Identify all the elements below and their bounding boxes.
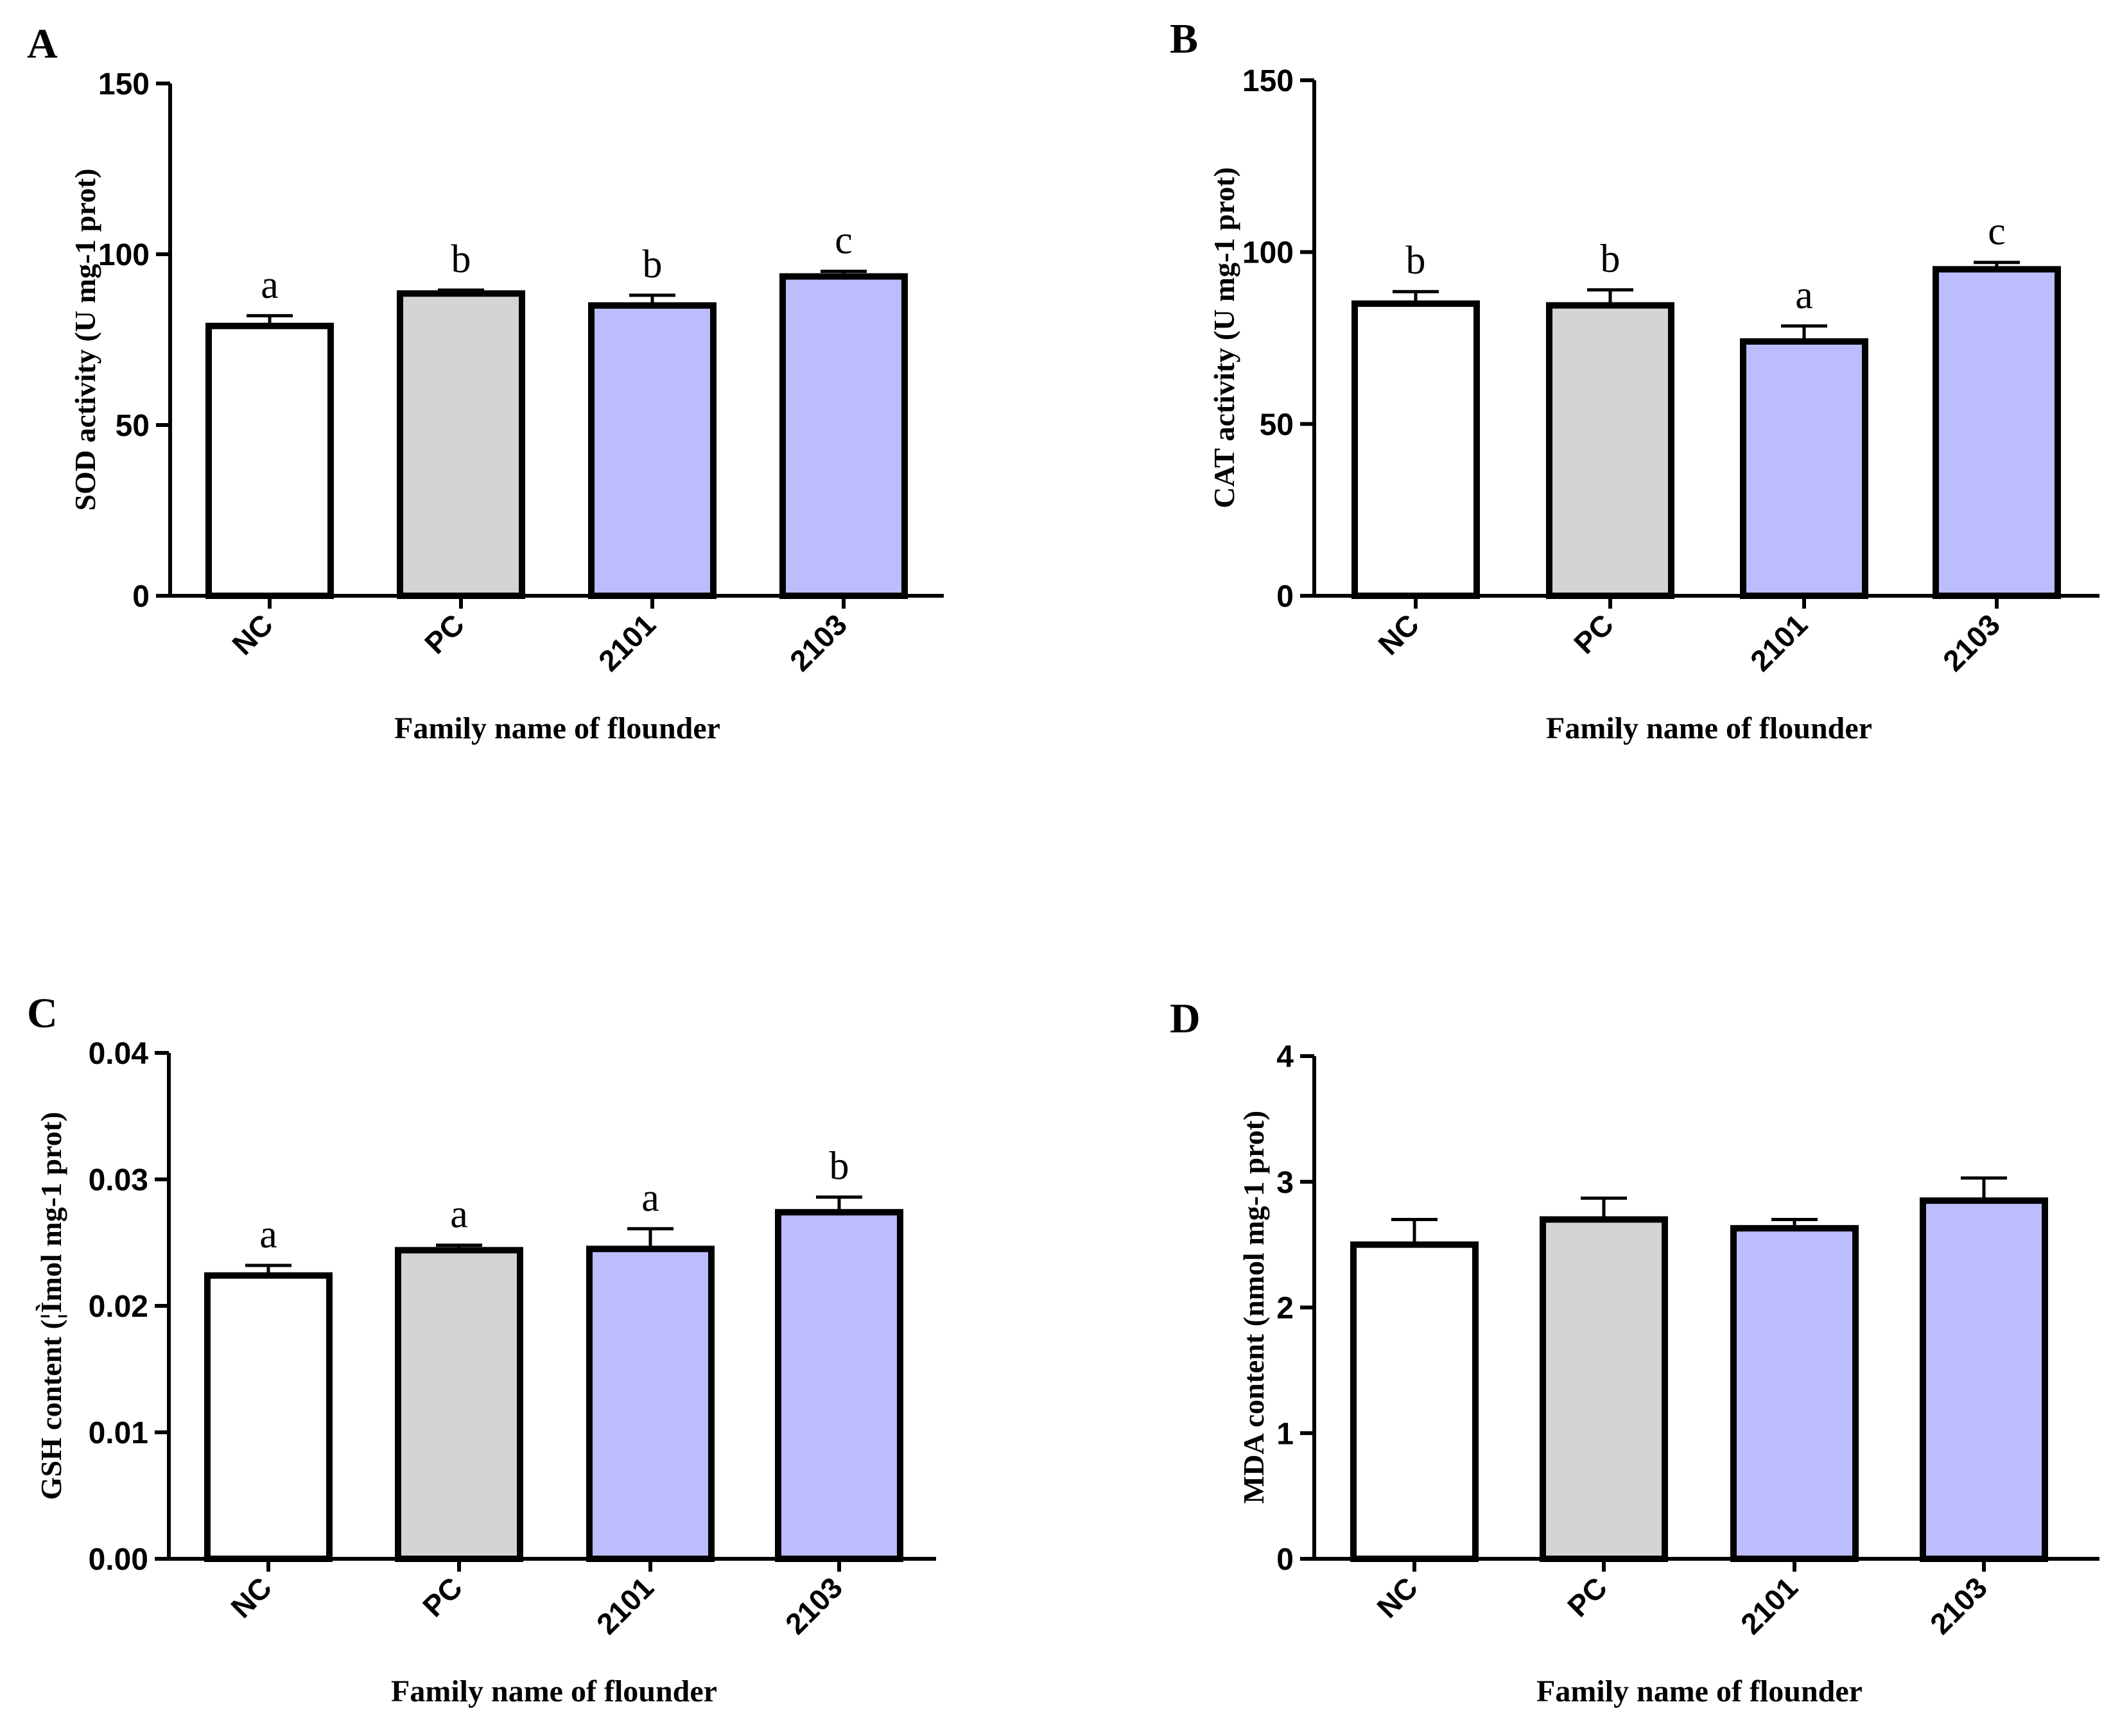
x-tick-label: NC	[225, 607, 279, 661]
bar-2101	[588, 302, 717, 599]
y-axis-title: GSH content (¦Ìmol mg-1 prot)	[35, 1112, 67, 1500]
y-tick-label: 1	[1276, 1417, 1294, 1451]
bar-pc	[395, 1247, 523, 1562]
y-tick-label: 0.01	[89, 1416, 148, 1450]
y-tick-label: 0	[132, 580, 150, 614]
bar-2103	[779, 273, 908, 599]
x-tick-label: 2103	[1924, 1570, 1994, 1640]
x-tick-label: PC	[418, 607, 471, 660]
panel-letter: D	[1170, 995, 1201, 1042]
bar-pc	[1540, 1216, 1668, 1562]
y-tick-label: 50	[1260, 408, 1294, 442]
x-axis-title: Family name of flounder	[394, 711, 720, 745]
y-tick-label: 3	[1276, 1166, 1294, 1200]
x-tick-label: 2103	[779, 1570, 849, 1640]
x-tick-label: NC	[1371, 607, 1425, 661]
bar-nc	[205, 322, 334, 599]
x-tick-label: 2101	[1734, 1570, 1804, 1640]
bar-2103	[775, 1209, 903, 1562]
y-axis-title: CAT activity (U mg-1 prot)	[1208, 167, 1240, 508]
y-tick-label: 0.03	[89, 1163, 148, 1197]
significance-letter: c	[835, 219, 853, 263]
significance-letter: b	[643, 243, 663, 286]
x-tick-label: 2101	[1744, 607, 1814, 677]
y-tick-label: 0.00	[89, 1543, 148, 1577]
x-axis-title: Family name of flounder	[1536, 1674, 1863, 1708]
chart-panel-d: D 0 1 2 3 4 NC PC 2101 2103 MDA content (nmol mg-1…	[1170, 995, 2099, 1708]
x-tick-label: 2101	[592, 607, 662, 677]
y-tick-label: 4	[1276, 1040, 1294, 1074]
x-tick-label: 2103	[783, 607, 853, 677]
y-tick-label: 150	[1242, 64, 1294, 98]
y-tick-label: 50	[116, 409, 150, 443]
bar-pc	[397, 290, 525, 599]
significance-letter: a	[450, 1192, 468, 1236]
significance-letter: b	[451, 238, 471, 281]
x-tick-label: NC	[1370, 1570, 1424, 1624]
bar-2101	[1740, 338, 1868, 599]
significance-letter: a	[259, 1213, 277, 1256]
y-tick-label: 2	[1276, 1292, 1294, 1326]
x-tick-label: PC	[1561, 1570, 1613, 1623]
x-tick-label: 2103	[1936, 607, 2006, 677]
y-tick-label: 100	[1242, 236, 1294, 270]
panel-letter: A	[27, 21, 58, 67]
significance-letter: b	[1601, 238, 1620, 281]
x-tick-label: PC	[1567, 607, 1620, 660]
y-tick-label: 0.02	[89, 1290, 148, 1324]
y-tick-label: 100	[98, 238, 150, 272]
bar-nc	[1350, 1241, 1479, 1562]
bar-2103	[1933, 266, 2061, 599]
panel-letter: C	[27, 990, 58, 1037]
y-tick-label: 0	[1276, 1543, 1294, 1577]
x-tick-label: PC	[416, 1570, 469, 1623]
significance-letter: a	[1795, 273, 1813, 317]
y-tick-label: 0.04	[89, 1037, 149, 1071]
significance-letter: a	[261, 263, 279, 307]
bar-2101	[586, 1246, 715, 1562]
bar-nc	[1351, 300, 1480, 599]
significance-letter: c	[1988, 210, 2006, 254]
y-axis-title: SOD activity (U mg-1 prot)	[69, 168, 101, 510]
panel-letter: B	[1170, 15, 1198, 62]
x-tick-label: NC	[224, 1570, 278, 1624]
y-tick-label: 150	[98, 67, 150, 101]
bar-pc	[1546, 302, 1674, 599]
y-axis-title: MDA content (nmol mg-1 prot)	[1237, 1111, 1270, 1504]
bar-2103	[1920, 1197, 2048, 1563]
chart-panel-b: B 0 50 100 150 NC b PC b 2101 a 2103 c CAT activity (…	[1170, 15, 2099, 745]
significance-letter: b	[830, 1145, 849, 1188]
bar-nc	[204, 1272, 333, 1562]
x-axis-title: Family name of flounder	[1546, 711, 1872, 745]
significance-letter: a	[641, 1176, 659, 1220]
y-tick-label: 0	[1276, 580, 1294, 614]
x-tick-label: 2101	[590, 1570, 660, 1640]
significance-letter: b	[1406, 239, 1426, 282]
bar-2101	[1730, 1225, 1859, 1562]
chart-panel-a: A 0 50 100 150 NC a PC b 2101 b 2103 c SOD activity (…	[27, 21, 944, 745]
chart-panel-c: C 0.00 0.01 0.02 0.03 0.04 NC a PC a 2101 a 2103 b GSH…	[27, 990, 936, 1708]
x-axis-title: Family name of flounder	[391, 1674, 717, 1708]
